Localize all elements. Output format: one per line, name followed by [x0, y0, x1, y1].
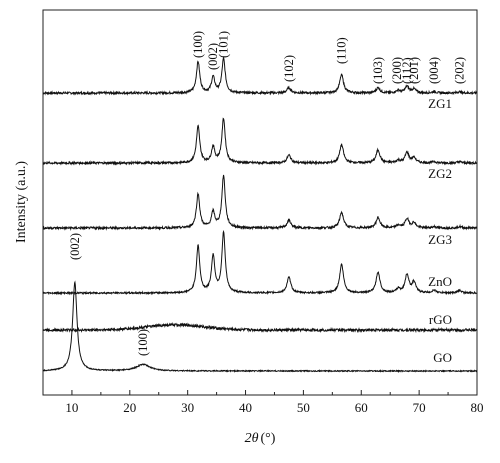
series-line-zno — [42, 229, 477, 296]
x-tick-label: 40 — [239, 400, 252, 415]
series-line-zg3 — [42, 174, 478, 231]
plot-frame — [42, 9, 478, 396]
x-tick-label: 80 — [471, 400, 484, 415]
x-tick-label: 60 — [355, 400, 368, 415]
x-tick-label: 10 — [65, 400, 78, 415]
series-label-zno: ZnO — [428, 274, 452, 289]
series-labels-group: ZG1 ZG2 ZG3 ZnO rGO GO — [428, 96, 452, 365]
series-label-rgo: rGO — [429, 312, 452, 327]
series-label-zg2: ZG2 — [428, 166, 452, 181]
peak-label: (110) — [335, 37, 349, 64]
peak-label: (100) — [136, 329, 150, 356]
peak-label: (101) — [217, 31, 231, 58]
series-label-zg3: ZG3 — [428, 232, 452, 247]
x-tick-label: 50 — [297, 400, 310, 415]
series-label-go: GO — [433, 350, 452, 365]
peak-label: (200) — [390, 57, 404, 84]
peak-label: (102) — [282, 55, 296, 82]
peak-label: (112) — [400, 57, 414, 84]
peak-label: (103) — [371, 57, 385, 84]
x-axis-label-unit: (°) — [260, 431, 275, 446]
x-tick-label: 70 — [413, 400, 426, 415]
x-tick-label: 30 — [181, 400, 194, 415]
x-axis-label-symbol: 2θ — [245, 431, 259, 446]
y-axis-label: Intensity (a.u.) — [14, 161, 29, 243]
peak-annotations-group: (100) (002)(101)(102)(110)(103) (200)(112)… — [68, 31, 467, 356]
peak-label: (202) — [453, 57, 467, 84]
x-tick-label: 20 — [123, 400, 136, 415]
x-ticks-group: 10 20 30 40 50 60 70 80 — [42, 390, 484, 415]
peak-label: (002) — [68, 233, 82, 260]
peak-label: (100) — [191, 31, 205, 58]
series-line-rgo — [42, 322, 478, 334]
series-line-zg2 — [42, 117, 478, 166]
peak-label: (004) — [427, 57, 441, 84]
peak-label: (201) — [407, 57, 421, 84]
series-line-zg1 — [42, 55, 477, 96]
traces-group — [42, 55, 478, 373]
series-label-zg1: ZG1 — [428, 96, 452, 111]
series-line-go — [42, 280, 478, 373]
x-axis-label: 2θ (°) — [245, 431, 276, 446]
peak-label: (002) — [206, 43, 220, 70]
